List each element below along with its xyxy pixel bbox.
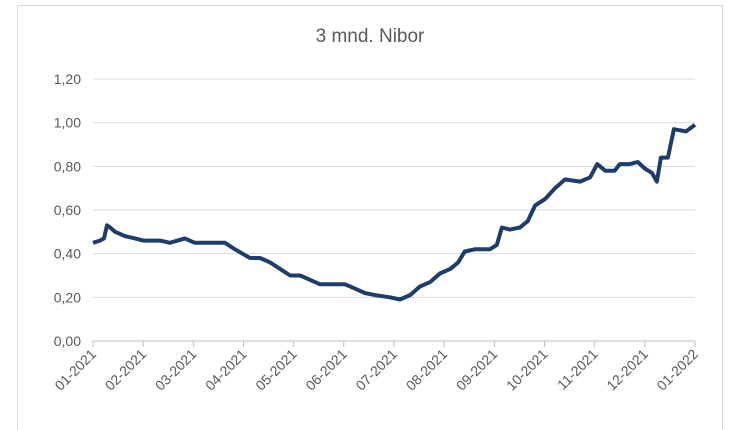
y-tick-label: 0,20 <box>54 289 81 305</box>
line-series <box>92 123 697 302</box>
y-tick-label: 1,20 <box>54 71 81 87</box>
y-tick-label: 0,60 <box>54 202 81 218</box>
y-tick-label: 1,00 <box>54 115 81 131</box>
chart-title: 3 mnd. Nibor <box>316 26 425 47</box>
y-tick-label: 0,80 <box>54 158 81 174</box>
y-tick-label: 0,40 <box>54 246 81 262</box>
y-tick-label: 0,00 <box>54 333 81 349</box>
chart-frame <box>17 5 723 430</box>
